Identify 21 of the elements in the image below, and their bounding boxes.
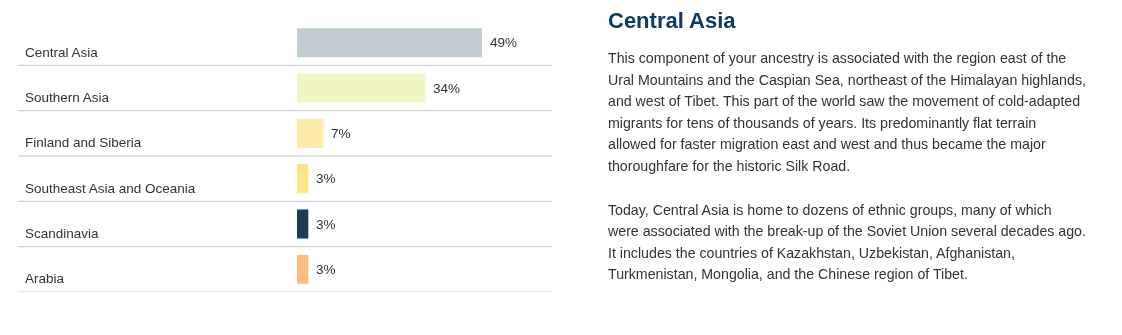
category-label: Central Asia (25, 45, 98, 60)
category-label: Southeast Asia and Oceania (25, 181, 196, 196)
category-label: Scandinavia (25, 226, 99, 241)
bar (297, 73, 426, 103)
bar (297, 28, 482, 58)
data-label: 3% (316, 262, 336, 277)
data-label: 7% (331, 126, 351, 141)
data-label: 3% (316, 217, 336, 232)
text: Today, Central Asia is home to dozens of ethnic groups, many of which were associated with the break-up of the Soviet Union several decades ago. It includes the countries of Kazakhstan, Uzbekistan, Afghanistan, Turkmenistan, Mongolia, and the Chinese region of Tibet. (608, 200, 1086, 285)
category-label: Southern Asia (25, 90, 110, 105)
data-label: 49% (490, 35, 518, 50)
bar (297, 118, 324, 148)
bar (297, 209, 309, 239)
category-label: Finland and Siberia (25, 135, 142, 150)
bar (297, 164, 309, 194)
data-label: 3% (316, 171, 336, 186)
data-label: 34% (433, 81, 461, 96)
bar (297, 254, 309, 284)
text: This component of your ancestry is associated with the region east of the Ural Mountains and the Caspian Sea, northeast of the Himalayan highlands, and west of Tibet. This part of the world saw the movement of cold-adapted migrants for tens of thousands of years. Its predominantly flat terrain allowed for faster migration east and west and thus became the major thoroughfare for the historic Silk Road. (608, 49, 1086, 176)
category-label: Arabia (25, 271, 65, 286)
text: Central Asia (608, 8, 737, 34)
